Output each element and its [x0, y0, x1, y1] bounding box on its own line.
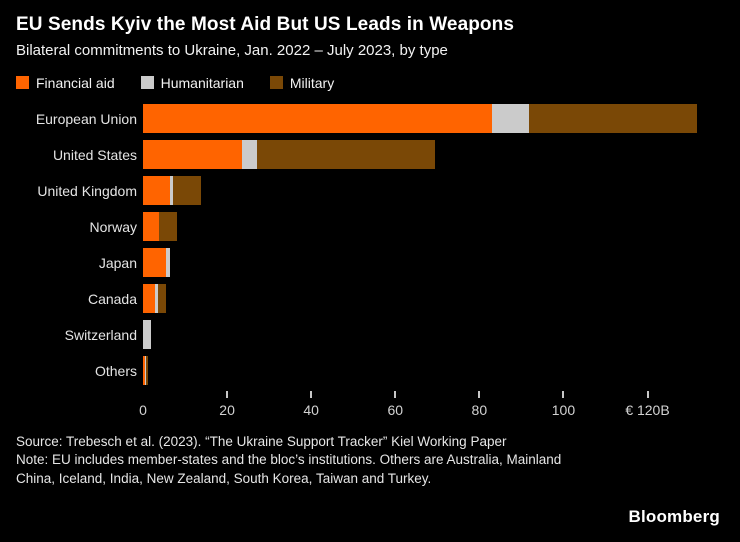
- axis-tick-mark: [478, 390, 481, 398]
- axis-tick-label: 100: [551, 401, 576, 418]
- axis-tick-label: 0: [139, 401, 147, 418]
- bar-segment-military: [146, 356, 149, 386]
- axis-tick-label: 80: [471, 401, 488, 418]
- bar-segment-humanitarian: [169, 176, 174, 206]
- chart-row: European Union: [16, 101, 740, 137]
- axis-tick-mark: [226, 390, 229, 398]
- axis-tick-mark: [562, 390, 565, 398]
- axis-tick-mark: [310, 390, 313, 398]
- legend: Financial aid Humanitarian Military: [16, 75, 740, 91]
- bar-segment-humanitarian: [145, 356, 147, 386]
- axis-tick-mark: [646, 390, 649, 398]
- bar-segment-humanitarian: [242, 140, 258, 170]
- chart-row: United States: [16, 137, 740, 173]
- chart-row: Canada: [16, 281, 740, 317]
- bar-track: [143, 284, 740, 314]
- axis-tick-label: 20: [219, 401, 235, 418]
- category-label: Switzerland: [64, 326, 137, 343]
- axis-tick-label: 40: [303, 401, 319, 418]
- bar-track: [143, 212, 740, 242]
- bar-track: [143, 248, 740, 278]
- axis-tick-mark: [394, 390, 397, 398]
- bar-segment-financial-aid: [143, 356, 146, 386]
- bar-segment-financial-aid: [143, 176, 170, 206]
- bar-track: [143, 140, 740, 170]
- bar-segment-humanitarian: [491, 104, 529, 134]
- bar-track: [143, 320, 740, 350]
- legend-swatch-humanitarian: [140, 76, 154, 90]
- legend-item-financial-aid: Financial aid: [16, 75, 115, 91]
- legend-item-humanitarian: Humanitarian: [140, 74, 244, 91]
- category-label: Others: [94, 362, 137, 379]
- legend-label: Humanitarian: [160, 74, 244, 91]
- bar-track: [143, 104, 740, 134]
- bar-segment-financial-aid: [143, 104, 492, 134]
- bar-segment-military: [158, 284, 167, 314]
- bar-segment-military: [173, 176, 201, 206]
- bar-track: [143, 176, 740, 206]
- chart-row: Japan: [16, 245, 740, 281]
- bar-segment-military: [528, 104, 698, 134]
- category-label: United States: [52, 146, 137, 163]
- legend-label: Military: [289, 74, 335, 91]
- bar-segment-financial-aid: [143, 284, 155, 314]
- page-title: EU Sends Kyiv the Most Aid But US Leads …: [16, 14, 515, 35]
- chart-row: Norway: [16, 209, 740, 245]
- chart-subtitle: Bilateral commitments to Ukraine, Jan. 2…: [16, 41, 448, 59]
- x-axis: 0 20 40 60 80 100 € 120B: [139, 389, 740, 422]
- bar-track: [143, 356, 740, 386]
- bar-segment-humanitarian: [166, 248, 171, 278]
- bar-segment-financial-aid: [143, 248, 167, 278]
- legend-swatch-financial-aid: [16, 76, 29, 90]
- legend-item-military: Military: [269, 74, 335, 91]
- category-label: European Union: [35, 110, 137, 127]
- category-label: Norway: [89, 218, 137, 235]
- bar-segment-financial-aid: [143, 212, 159, 242]
- category-label: Japan: [98, 254, 137, 271]
- category-label: United Kingdom: [37, 182, 137, 199]
- bar-segment-financial-aid: [143, 140, 243, 170]
- axis-tick-label: € 120B: [625, 401, 670, 418]
- chart-row: United Kingdom: [16, 173, 740, 209]
- bar-segment-military: [257, 140, 435, 170]
- chart-row: Others: [16, 353, 740, 389]
- bar-segment-military: [158, 212, 178, 242]
- axis-tick-label: 60: [387, 401, 404, 418]
- chart-card: EU Sends Kyiv the Most Aid But US Leads …: [16, 14, 740, 489]
- note-text: Note: EU includes member-states and the …: [16, 452, 562, 487]
- bar-chart: European Union United States United Kingdo…: [16, 101, 740, 389]
- source-text: Source: Trebesch et al. (2023). “The Ukr…: [16, 433, 507, 449]
- bar-segment-humanitarian: [154, 284, 159, 314]
- legend-label: Financial aid: [36, 74, 115, 91]
- footer: Source: Trebesch et al. (2023). “The Ukr…: [16, 433, 582, 489]
- legend-swatch-military: [269, 76, 283, 90]
- bar-segment-humanitarian: [143, 320, 152, 350]
- category-label: Canada: [87, 290, 137, 307]
- bloomberg-logo: Bloomberg: [628, 507, 720, 526]
- chart-row: Switzerland: [16, 317, 740, 353]
